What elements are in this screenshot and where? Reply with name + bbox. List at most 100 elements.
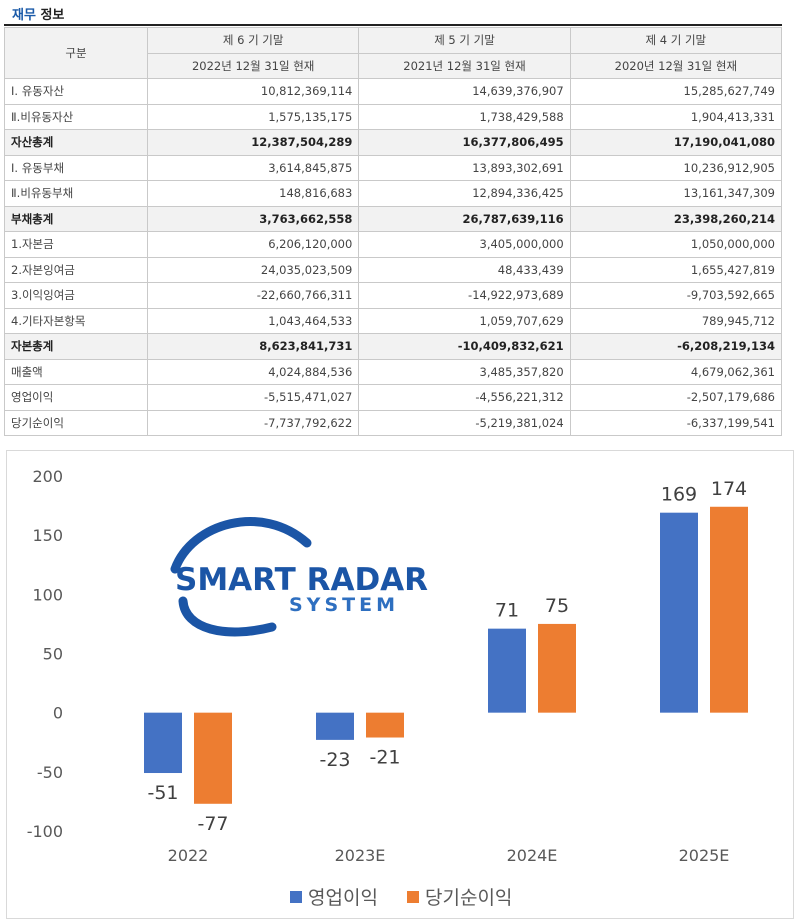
data-label: 75 <box>545 595 569 617</box>
row-value: 12,894,336,425 <box>358 180 571 207</box>
section-heading: 재무 정보 <box>12 4 64 23</box>
bar <box>710 506 748 713</box>
row-value: 3,763,662,558 <box>146 205 360 232</box>
row-value: -14,922,973,689 <box>358 282 571 309</box>
row-value: 1,043,464,533 <box>146 307 360 334</box>
header-period-3: 제 4 기 기말 <box>569 27 783 54</box>
row-value: 1,050,000,000 <box>569 231 783 258</box>
table-row: 매출액 4,024,884,536 3,485,357,820 4,679,062,3… <box>4 358 783 385</box>
row-label: 영업이익 <box>4 384 148 411</box>
table-row: 자산총계 12,387,504,289 16,377,806,495 17,190,0… <box>4 129 783 156</box>
row-value: 10,236,912,905 <box>569 154 783 181</box>
row-value: 14,639,376,907 <box>358 78 571 105</box>
y-tick-label: 200 <box>32 467 63 486</box>
row-value: -6,208,219,134 <box>569 333 783 360</box>
row-label: 자산총계 <box>4 129 148 156</box>
row-label: Ⅰ. 유동부채 <box>4 154 148 181</box>
y-axis: 200 150 100 50 0 -50 -100 <box>27 467 63 841</box>
table-row: 1.자본금 6,206,120,000 3,405,000,000 1,050,000… <box>4 231 783 258</box>
table-row: Ⅰ. 유동부채 3,614,845,875 13,893,302,691 10,236… <box>4 154 783 181</box>
row-label: 부채총계 <box>4 205 148 232</box>
row-value: -4,556,221,312 <box>358 384 571 411</box>
table-row: 자본총계 8,623,841,731 -10,409,832,621 -6,208,2… <box>4 333 783 360</box>
row-value: 48,433,439 <box>358 256 571 283</box>
bar <box>144 712 182 774</box>
header-date-3: 2020년 12월 31일 현재 <box>569 52 783 79</box>
row-label: Ⅱ.비유동자산 <box>4 103 148 130</box>
table-row: 3.이익잉여금 -22,660,766,311 -14,922,973,689 -9,… <box>4 282 783 309</box>
bar <box>316 712 354 740</box>
data-label: -77 <box>197 813 228 835</box>
bar-chart: SMART RADAR SYSTEM 200 150 100 50 0 -50 -100 -… <box>27 467 748 909</box>
financial-table: 구분 제 6 기 기말 제 5 기 기말 제 4 기 기말 2022년 12월 … <box>4 27 783 436</box>
y-tick-label: -50 <box>37 763 63 782</box>
table-row: 부채총계 3,763,662,558 26,787,639,116 23,398,26… <box>4 205 783 232</box>
row-value: 26,787,639,116 <box>358 205 571 232</box>
row-label: 4.기타자본항목 <box>4 307 148 334</box>
table-row: 당기순이익 -7,737,792,622 -5,219,381,024 -6,337,… <box>4 409 783 436</box>
row-value: -5,515,471,027 <box>146 384 360 411</box>
logo-text-sub: SYSTEM <box>289 594 399 616</box>
row-label: 2.자본잉여금 <box>4 256 148 283</box>
heading-part1: 재무 <box>12 8 36 23</box>
row-value: -22,660,766,311 <box>146 282 360 309</box>
row-value: 13,161,347,309 <box>569 180 783 207</box>
row-value: 12,387,504,289 <box>146 129 360 156</box>
table-row: 4.기타자본항목 1,043,464,533 1,059,707,629 789,94… <box>4 307 783 334</box>
bar <box>366 712 404 738</box>
row-value: 148,816,683 <box>146 180 360 207</box>
bar <box>488 628 526 713</box>
row-value: 16,377,806,495 <box>358 129 571 156</box>
row-value: 6,206,120,000 <box>146 231 360 258</box>
y-tick-label: 0 <box>53 704 63 723</box>
logo-arc-bottom <box>178 596 277 637</box>
x-axis: 2022 2023E 2024E 2025E <box>168 846 730 865</box>
y-tick-label: -100 <box>27 822 63 841</box>
row-value: 3,614,845,875 <box>146 154 360 181</box>
logo-arc-top <box>170 517 312 574</box>
row-value: 23,398,260,214 <box>569 205 783 232</box>
row-value: 15,285,627,749 <box>569 78 783 105</box>
bar <box>660 512 698 713</box>
y-tick-label: 50 <box>43 645 63 664</box>
bars: -51 -77 -23 -21 71 75 169 174 <box>144 478 748 835</box>
row-value: 1,904,413,331 <box>569 103 783 130</box>
row-value: 17,190,041,080 <box>569 129 783 156</box>
row-value: 3,405,000,000 <box>358 231 571 258</box>
row-value: 3,485,357,820 <box>358 358 571 385</box>
table-row: Ⅱ.비유동자산 1,575,135,175 1,738,429,588 1,904,4… <box>4 103 783 130</box>
header-date-2: 2021년 12월 31일 현재 <box>358 52 571 79</box>
header-period-1: 제 6 기 기말 <box>146 27 360 54</box>
row-value: -2,507,179,686 <box>569 384 783 411</box>
table-row: 영업이익 -5,515,471,027 -4,556,221,312 -2,507,1… <box>4 384 783 411</box>
row-value: 24,035,023,509 <box>146 256 360 283</box>
data-label: 169 <box>661 484 697 506</box>
data-label: 174 <box>711 478 747 500</box>
row-value: -10,409,832,621 <box>358 333 571 360</box>
x-tick-label: 2023E <box>335 846 386 865</box>
row-value: -6,337,199,541 <box>569 409 783 436</box>
company-logo: SMART RADAR SYSTEM <box>170 517 428 637</box>
row-value: 1,655,427,819 <box>569 256 783 283</box>
x-tick-label: 2022 <box>168 846 209 865</box>
row-value: 1,575,135,175 <box>146 103 360 130</box>
heading-part2: 정보 <box>40 8 65 23</box>
row-value: 10,812,369,114 <box>146 78 360 105</box>
legend-label: 영업이익 <box>308 887 378 909</box>
legend-label: 당기순이익 <box>425 887 512 909</box>
bar <box>194 712 232 804</box>
row-label: Ⅱ.비유동부채 <box>4 180 148 207</box>
header-category: 구분 <box>4 27 148 79</box>
row-value: -9,703,592,665 <box>569 282 783 309</box>
row-value: 4,024,884,536 <box>146 358 360 385</box>
row-label: 1.자본금 <box>4 231 148 258</box>
x-tick-label: 2024E <box>507 846 558 865</box>
row-value: 789,945,712 <box>569 307 783 334</box>
row-value: 4,679,062,361 <box>569 358 783 385</box>
row-value: 1,738,429,588 <box>358 103 571 130</box>
row-value: -5,219,381,024 <box>358 409 571 436</box>
legend: 영업이익 당기순이익 <box>290 887 512 909</box>
row-value: 1,059,707,629 <box>358 307 571 334</box>
chart-container: SMART RADAR SYSTEM 200 150 100 50 0 -50 -100 -… <box>6 450 794 919</box>
row-label: Ⅰ. 유동자산 <box>4 78 148 105</box>
